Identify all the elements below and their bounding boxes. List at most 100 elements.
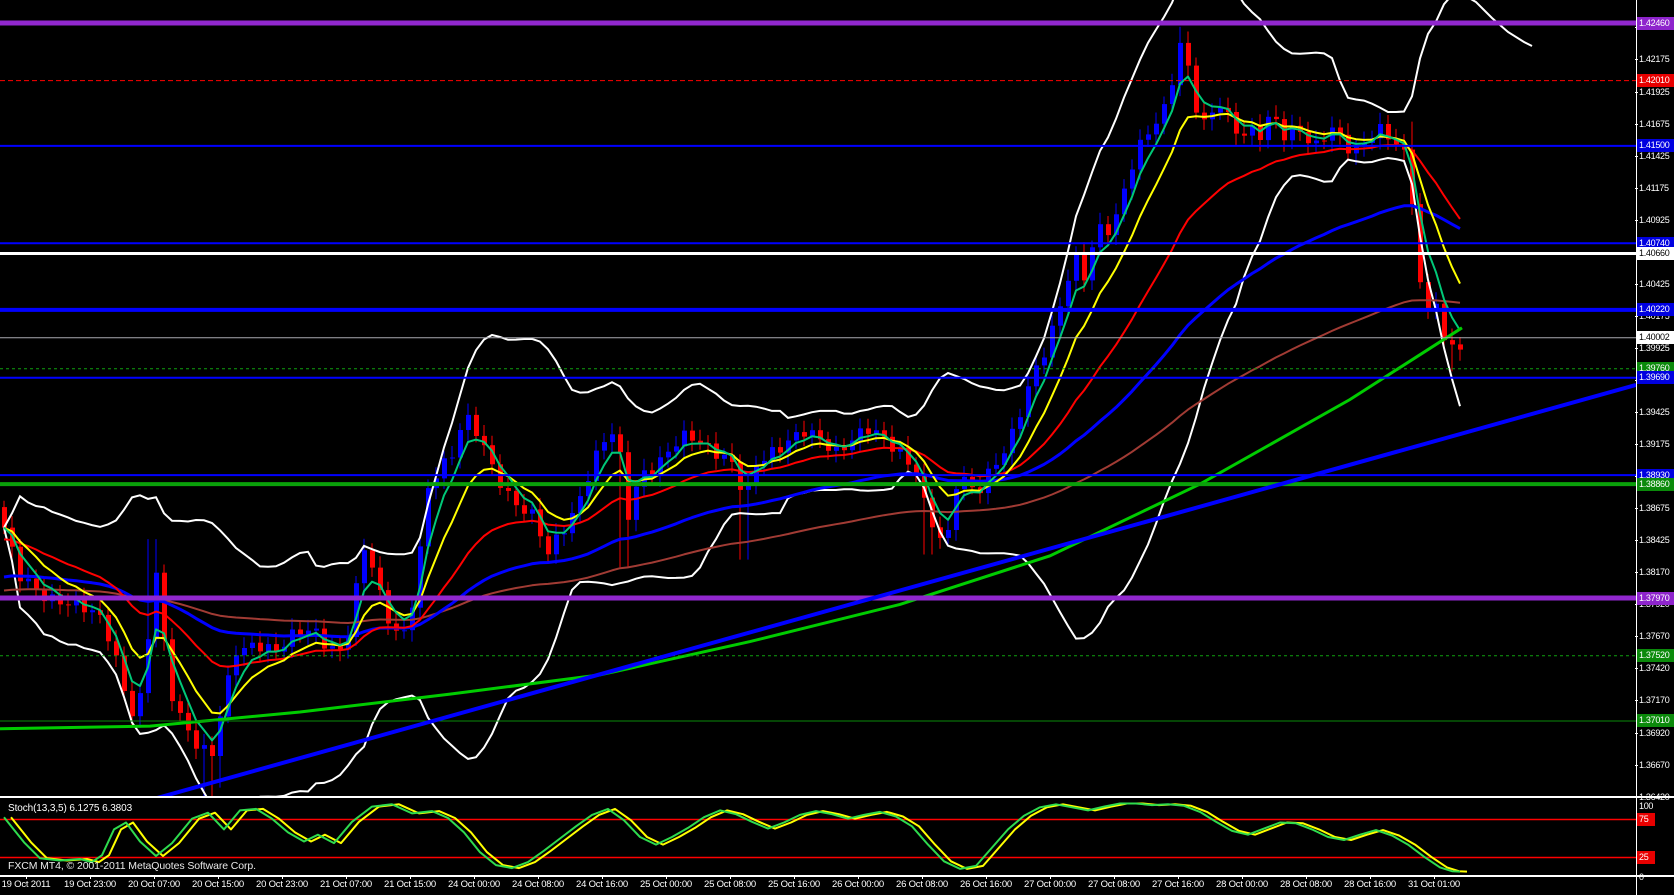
time-tick-label: 20 Oct 07:00: [128, 879, 180, 890]
time-tick-label: 25 Oct 08:00: [704, 879, 756, 890]
copyright-text: FXCM MT4, © 2001-2011 MetaQuotes Softwar…: [8, 860, 256, 872]
price-tick-label: 1.40175: [1635, 310, 1674, 322]
time-tick: [922, 876, 923, 879]
time-tick-label: 31 Oct 01:00: [1408, 879, 1460, 890]
ma-brown-slow: [3, 299, 1461, 624]
time-tick-label: 28 Oct 08:00: [1280, 879, 1332, 890]
time-tick: [410, 876, 411, 879]
time-tick-label: 26 Oct 00:00: [832, 879, 884, 890]
price-level-tag: 1.37010: [1637, 714, 1674, 727]
price-tick-label: 1.36420: [1635, 791, 1674, 803]
stoch-axis-label: 100: [1639, 801, 1654, 811]
time-tick-label: 28 Oct 00:00: [1216, 879, 1268, 890]
horizontal-levels: [0, 20, 1636, 722]
stoch-level-tag: 25: [1637, 851, 1655, 864]
time-tick: [986, 876, 987, 879]
time-tick-label: 21 Oct 15:00: [384, 879, 436, 890]
stoch-main-line: [3, 802, 1461, 873]
time-tick: [282, 876, 283, 879]
price-tick-label: 1.41425: [1635, 150, 1674, 162]
price-level-tag: 1.37520: [1637, 649, 1674, 662]
time-tick-label: 27 Oct 08:00: [1088, 879, 1140, 890]
time-tick: [1050, 876, 1051, 879]
price-level-tag: 1.39690: [1637, 371, 1674, 384]
panel-separator[interactable]: [0, 796, 1674, 798]
time-tick-label: 25 Oct 00:00: [640, 879, 692, 890]
stoch-axis-label: 0: [1639, 872, 1644, 882]
price-chart-canvas[interactable]: [0, 0, 1636, 796]
price-tick-label: 1.38170: [1635, 566, 1674, 578]
price-tick-label: 1.37670: [1635, 630, 1674, 642]
price-tick-label: 1.37170: [1635, 694, 1674, 706]
ma-yellow: [3, 112, 1461, 715]
price-axis[interactable]: 1.424251.421751.419251.416751.414251.411…: [1635, 0, 1674, 895]
price-level-tag: 1.40220: [1637, 303, 1674, 316]
stochastic-canvas[interactable]: [0, 798, 1636, 875]
time-axis[interactable]: 19 Oct 2011 19 Oct 23:00 20 Oct 07:00 20 Oc…: [0, 876, 1636, 895]
trendline: [156, 382, 1636, 796]
time-tick: [218, 876, 219, 879]
time-tick: [90, 876, 91, 879]
price-level-tag: 1.42460: [1637, 17, 1674, 30]
price-level-tag: 1.38860: [1637, 478, 1674, 491]
time-tick-label: 24 Oct 08:00: [512, 879, 564, 890]
price-tick-label: 1.39425: [1635, 406, 1674, 418]
time-tick-label: 24 Oct 16:00: [576, 879, 628, 890]
time-tick: [602, 876, 603, 879]
time-tick: [666, 876, 667, 879]
time-tick: [474, 876, 475, 879]
price-tick-label: 1.37420: [1635, 662, 1674, 674]
time-tick: [154, 876, 155, 879]
candlesticks: [2, 26, 1463, 796]
time-tick: [1306, 876, 1307, 879]
price-tick-label: 1.40925: [1635, 214, 1674, 226]
price-tick-label: 1.38675: [1635, 502, 1674, 514]
time-tick-label: 19 Oct 23:00: [64, 879, 116, 890]
time-tick-label: 27 Oct 16:00: [1152, 879, 1204, 890]
time-tick: [858, 876, 859, 879]
time-tick-label: 26 Oct 16:00: [960, 879, 1012, 890]
ma-blue-medium: [3, 204, 1461, 639]
time-tick-label: 19 Oct 2011: [1, 879, 51, 890]
price-tick-label: 1.41925: [1635, 86, 1674, 98]
price-level-tag: 1.37970: [1637, 592, 1674, 605]
time-tick: [1178, 876, 1179, 879]
panel-separator-bottom[interactable]: [0, 875, 1674, 877]
price-tick-label: 1.36670: [1635, 759, 1674, 771]
price-tick-label: 1.36920: [1635, 727, 1674, 739]
time-tick-label: 27 Oct 00:00: [1024, 879, 1076, 890]
stochastic-indicator-label: Stoch(13,3,5) 6.1275 6.3803: [8, 803, 133, 814]
price-level-tag: 1.41500: [1637, 139, 1674, 152]
price-tick-label: 1.39925: [1635, 342, 1674, 354]
price-tick-label: 1.40425: [1635, 278, 1674, 290]
price-tick-label: 1.41175: [1635, 182, 1674, 194]
price-axis-border: [1636, 0, 1637, 895]
time-tick-label: 25 Oct 16:00: [768, 879, 820, 890]
time-tick: [794, 876, 795, 879]
time-tick: [1370, 876, 1371, 879]
time-tick-label: 26 Oct 08:00: [896, 879, 948, 890]
price-level-tag: 1.42010: [1637, 74, 1674, 87]
ma-green-fast: [3, 75, 1461, 742]
price-tick-label: 1.38425: [1635, 534, 1674, 546]
time-tick: [1434, 876, 1435, 879]
bollinger-bands: [3, 0, 1461, 796]
price-level-tag: 1.40002: [1637, 331, 1674, 344]
time-tick: [730, 876, 731, 879]
time-tick: [1242, 876, 1243, 879]
time-tick-label: 28 Oct 16:00: [1344, 879, 1396, 890]
price-tick-label: 1.39175: [1635, 438, 1674, 450]
time-tick-label: 24 Oct 00:00: [448, 879, 500, 890]
time-tick-label: 20 Oct 23:00: [256, 879, 308, 890]
price-level-tag: 1.40660: [1637, 247, 1674, 260]
time-tick: [346, 876, 347, 879]
stoch-level-tag: 75: [1637, 813, 1655, 826]
time-tick: [1114, 876, 1115, 879]
time-tick: [26, 876, 27, 879]
ma-red: [3, 144, 1461, 668]
price-tick-label: 1.41675: [1635, 118, 1674, 130]
price-level-tag: 1.40740: [1637, 237, 1674, 250]
time-tick: [538, 876, 539, 879]
time-tick-label: 20 Oct 15:00: [192, 879, 244, 890]
